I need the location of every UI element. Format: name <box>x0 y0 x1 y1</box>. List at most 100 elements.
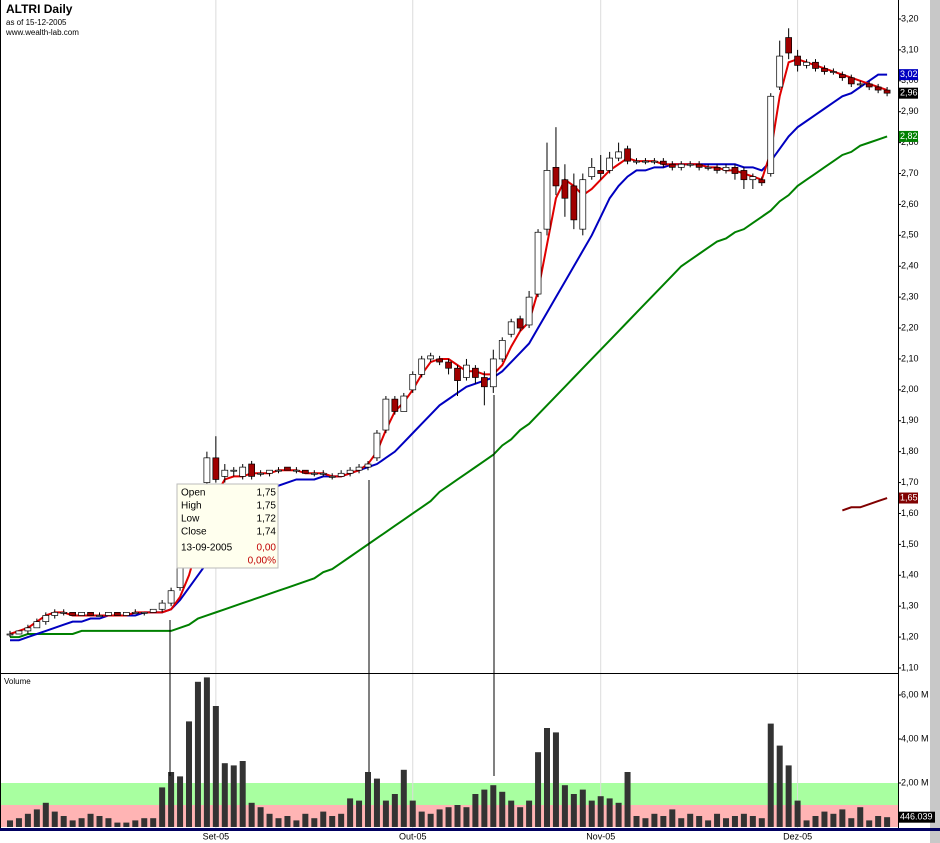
candle-body <box>337 472 345 477</box>
candle-body <box>838 74 846 79</box>
candle-body <box>230 469 238 472</box>
candle-body <box>713 166 721 171</box>
volume-bar <box>570 794 577 827</box>
candle-body <box>794 55 801 66</box>
y-tick-label: 1,80 <box>901 446 919 456</box>
candle-body <box>579 179 587 230</box>
y-tick-label: 2,30 <box>901 292 919 302</box>
volume-bar <box>615 802 622 827</box>
candle-body <box>874 86 882 91</box>
candle-body <box>821 68 828 72</box>
volume-bar <box>284 816 291 827</box>
candle-body <box>847 77 855 85</box>
volume-bar <box>42 802 49 827</box>
tooltip-key: Close <box>181 527 207 538</box>
candle-body <box>436 358 443 363</box>
volume-bar <box>579 789 586 827</box>
candle-body <box>391 398 399 412</box>
volume-bar <box>705 820 712 827</box>
volume-bar <box>338 813 345 827</box>
candle-body <box>122 612 130 616</box>
candle-body <box>418 358 426 375</box>
candle-body <box>302 469 309 474</box>
candle-body <box>167 590 175 604</box>
chart-title: ALTRI Daily <box>6 2 73 16</box>
candle-body <box>203 457 211 483</box>
candle-body <box>355 466 363 471</box>
volume-bar <box>758 818 765 827</box>
y-tick-label: 3,10 <box>901 44 919 54</box>
candle-body <box>489 358 497 388</box>
candle-body <box>677 163 685 168</box>
candle-body <box>516 318 524 329</box>
candle-body <box>865 83 873 88</box>
candle-body <box>105 612 112 616</box>
candle-body <box>856 83 864 86</box>
source: www.wealth-lab.com <box>5 28 79 37</box>
candle-body <box>570 185 578 221</box>
candle-body <box>624 148 631 162</box>
volume-bar <box>150 818 157 827</box>
volume-bar <box>481 789 488 827</box>
volume-bar <box>884 817 891 827</box>
volume-bar <box>875 816 882 827</box>
volume-bar <box>848 818 855 827</box>
candle-body <box>615 151 622 159</box>
volume-bar <box>445 807 452 827</box>
volume-bar <box>409 800 416 827</box>
volume-bar <box>78 818 85 827</box>
volume-bar <box>239 761 246 827</box>
volume-bar <box>212 706 219 827</box>
volume-bars <box>7 677 891 827</box>
tooltip-key: Low <box>181 514 200 525</box>
volume-bar <box>651 813 658 827</box>
candle-body <box>69 612 77 616</box>
volume-bar <box>490 785 497 827</box>
candle-body <box>78 612 85 616</box>
volume-bar <box>472 794 479 827</box>
volume-last-label: 446.039 <box>900 812 933 822</box>
y-tick-label: 1,60 <box>901 508 919 518</box>
last-value-label: 2,96 <box>900 88 918 98</box>
candle-body <box>400 395 408 412</box>
tooltip: Open 1,75 High 1,75 Low 1,72 Close 1,74 … <box>176 483 279 569</box>
grid <box>215 0 799 828</box>
candle-body <box>284 466 291 471</box>
volume-bar <box>517 807 524 827</box>
volume-bar <box>141 818 148 827</box>
candle-body <box>740 170 748 181</box>
candle-body <box>454 367 461 381</box>
volume-bar <box>561 785 568 827</box>
x-tick-label: Set-05 <box>203 831 230 841</box>
volume-bar <box>266 813 273 827</box>
volume-bar <box>803 820 810 827</box>
volume-bar <box>33 809 40 827</box>
indicator-line <box>842 497 888 512</box>
candle-body <box>42 615 50 622</box>
volume-bar <box>96 816 103 827</box>
y-tick-label: 1,20 <box>901 631 919 641</box>
candle-body <box>239 466 247 477</box>
candle-body <box>310 472 318 475</box>
volume-bar <box>311 818 318 827</box>
tooltip-value: 1,74 <box>257 527 277 538</box>
volume-bar <box>382 800 389 827</box>
candle-body <box>346 469 354 474</box>
volume-bar <box>24 813 31 827</box>
volume-bar <box>624 772 631 827</box>
candle-body <box>87 612 94 616</box>
volume-bar <box>767 723 774 827</box>
x-tick-label: Nov-05 <box>586 831 615 841</box>
volume-tick-label: 4,00 M <box>901 733 929 743</box>
candle-body <box>525 296 533 326</box>
candle-body <box>445 361 452 369</box>
volume-bar <box>552 732 559 827</box>
candle-body <box>498 340 506 360</box>
volume-bar <box>714 813 721 827</box>
last-value-label: 1,65 <box>900 492 918 502</box>
candle-body <box>212 457 220 480</box>
candle-body <box>633 160 640 163</box>
candle-body <box>96 615 103 617</box>
candle-body <box>24 627 32 632</box>
